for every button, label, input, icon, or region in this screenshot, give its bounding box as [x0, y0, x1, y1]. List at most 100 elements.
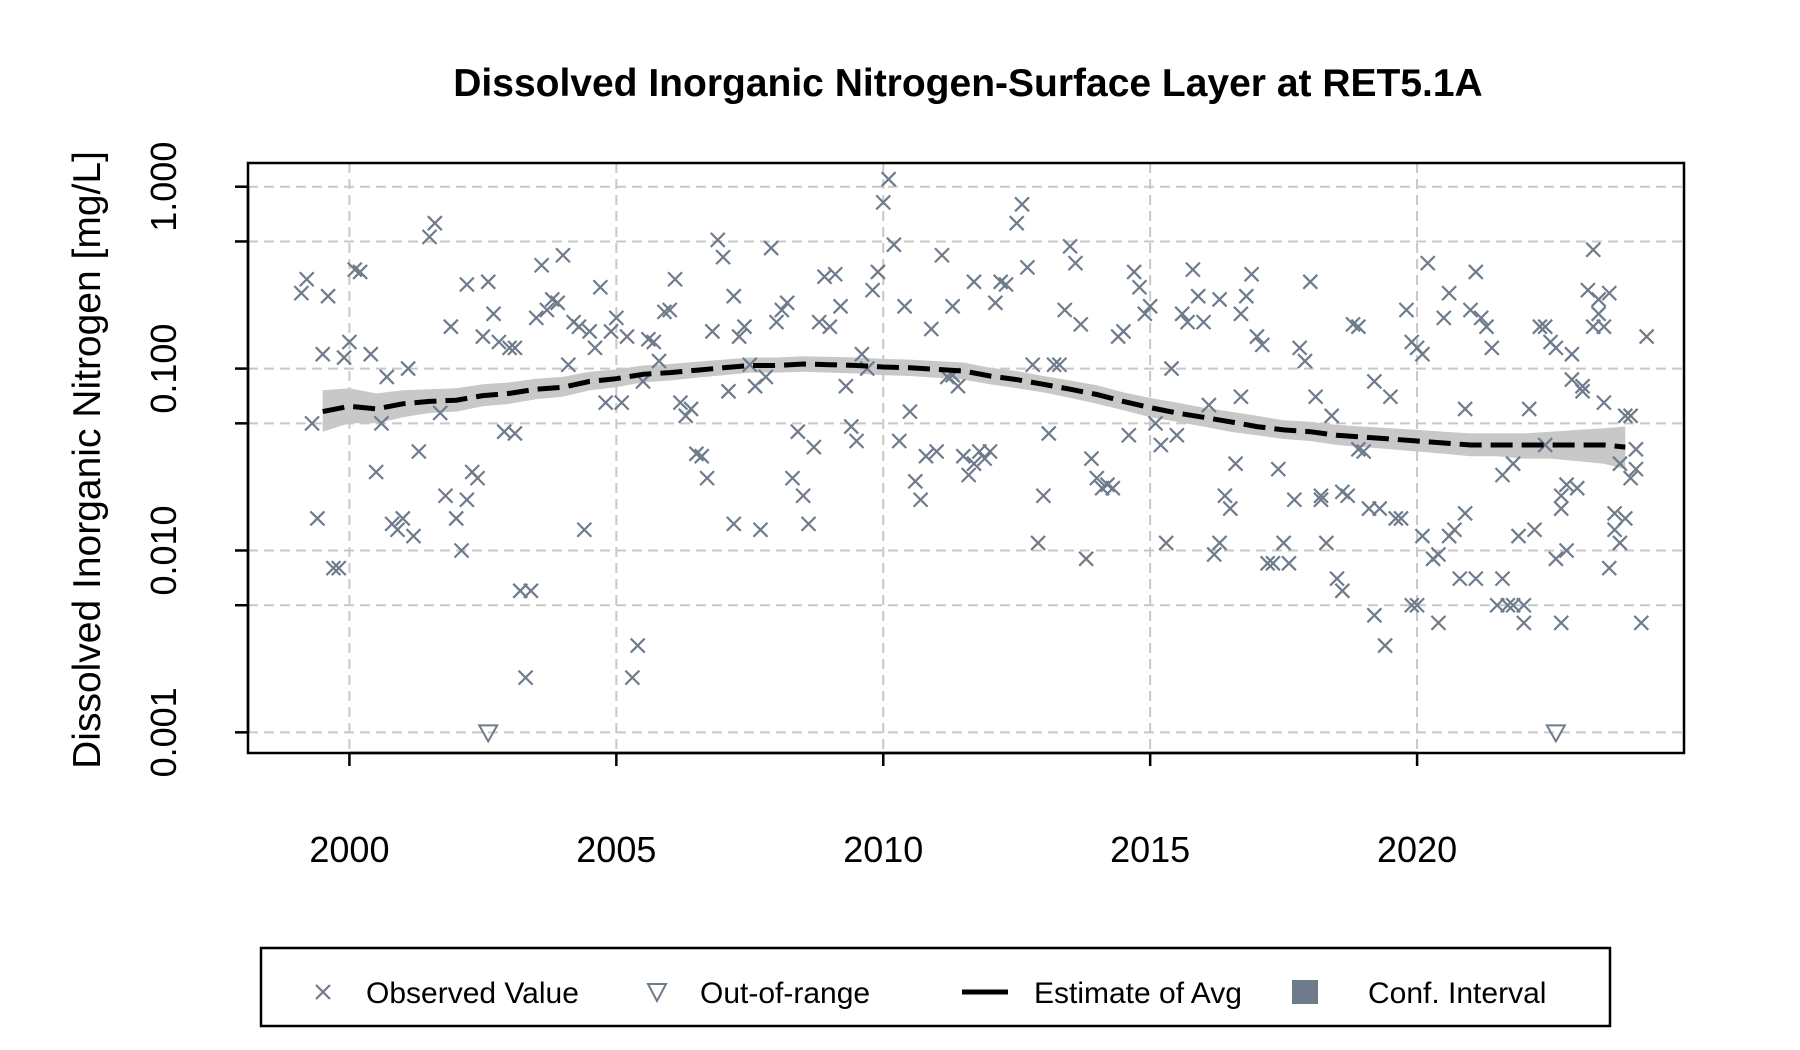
observed-point — [1174, 306, 1190, 322]
observed-point — [891, 433, 908, 449]
observed-point — [346, 261, 363, 278]
observed-point — [624, 669, 641, 686]
observed-point — [1259, 555, 1276, 572]
observed-point — [1617, 408, 1634, 424]
observed-point — [571, 318, 587, 335]
observed-point — [1441, 285, 1457, 301]
legend-ci-label: Conf. Interval — [1368, 977, 1546, 1010]
observed-point — [485, 306, 502, 322]
observed-point — [1163, 360, 1180, 377]
observed-point — [848, 433, 865, 449]
observed-point — [1574, 383, 1591, 400]
observed-point — [1553, 615, 1569, 631]
observed-point — [1596, 318, 1612, 335]
observed-point — [1115, 323, 1132, 340]
observed-point — [1393, 510, 1409, 527]
observed-point — [539, 302, 555, 318]
observed-point — [811, 314, 827, 330]
observed-point — [507, 340, 523, 356]
observed-point — [976, 450, 993, 467]
observed-point — [330, 560, 347, 576]
observed-point — [731, 328, 747, 345]
observed-point — [1206, 546, 1223, 563]
observed-point — [800, 516, 817, 532]
observed-point — [1596, 394, 1612, 411]
observed-point — [1419, 255, 1436, 271]
observed-point — [1377, 637, 1393, 654]
observed-point — [752, 521, 769, 538]
legend-box — [259, 946, 1612, 1028]
observed-point — [1564, 346, 1580, 362]
observed-point — [608, 310, 625, 326]
observed-point — [597, 394, 614, 411]
observed-point — [459, 276, 475, 293]
observed-point — [923, 321, 940, 337]
observed-point — [1510, 528, 1527, 544]
observed-point — [336, 349, 352, 366]
observed-point — [1334, 484, 1351, 500]
confidence-band-layer — [322, 356, 1626, 470]
observed-point — [1062, 238, 1078, 255]
observed-point — [1067, 255, 1084, 271]
observed-point — [693, 448, 710, 464]
observed-point — [870, 264, 886, 280]
observed-point — [1617, 510, 1634, 527]
observed-point — [656, 304, 673, 320]
observed-point — [880, 171, 897, 187]
observed-point — [1371, 500, 1388, 517]
observed-point — [1190, 288, 1206, 304]
observed-point — [934, 247, 950, 264]
observed-point — [875, 194, 892, 211]
observed-point — [726, 516, 742, 532]
observed-point — [1024, 356, 1041, 373]
observed-point — [459, 491, 475, 508]
observed-point — [448, 510, 464, 527]
estimate-line — [322, 361, 1626, 450]
observed-point — [1366, 373, 1383, 390]
observed-point — [400, 360, 416, 377]
observed-point — [758, 369, 774, 385]
observed-point — [950, 378, 966, 394]
observed-point — [1147, 415, 1164, 432]
observed-point — [523, 583, 539, 599]
observed-point — [1329, 570, 1345, 587]
observed-point — [1548, 340, 1564, 356]
observed-point — [699, 470, 715, 486]
observed-point — [1035, 487, 1052, 504]
observed-point — [352, 264, 368, 280]
legend-observed-label: Observed Value — [366, 977, 579, 1010]
observed-point — [1201, 397, 1217, 413]
observed-point — [1211, 291, 1228, 308]
y-tick-label: 1.000 — [143, 142, 184, 232]
observed-point — [806, 439, 822, 455]
observed-point — [1179, 314, 1196, 330]
observed-point — [715, 249, 731, 265]
observed-point — [1350, 318, 1367, 335]
observed-point — [613, 394, 630, 411]
observed-point — [395, 510, 411, 527]
observed-point — [437, 487, 454, 504]
observed-point — [1366, 607, 1383, 624]
estimate-layer — [322, 361, 1626, 450]
observed-point — [1051, 356, 1068, 373]
observed-point — [1484, 340, 1500, 356]
observed-point — [1291, 340, 1308, 356]
y-tick-label: 0.100 — [143, 324, 184, 414]
observed-point — [592, 279, 609, 296]
observed-point — [1553, 487, 1569, 504]
x-tick-label: 2000 — [309, 829, 389, 870]
observed-point — [1281, 555, 1297, 572]
observed-point — [1211, 535, 1228, 551]
observed-point — [1532, 318, 1548, 335]
observed-point — [1403, 597, 1420, 614]
legend-ci-icon — [1292, 980, 1318, 1004]
observed-point — [1105, 480, 1121, 496]
observed-point — [1574, 378, 1591, 394]
legend-out-of-range-icon — [646, 983, 668, 1004]
observed-point — [1046, 356, 1062, 373]
observed-point — [507, 425, 523, 442]
observed-point — [1537, 318, 1553, 335]
observed-point — [581, 323, 598, 340]
observed-point — [1537, 437, 1553, 453]
